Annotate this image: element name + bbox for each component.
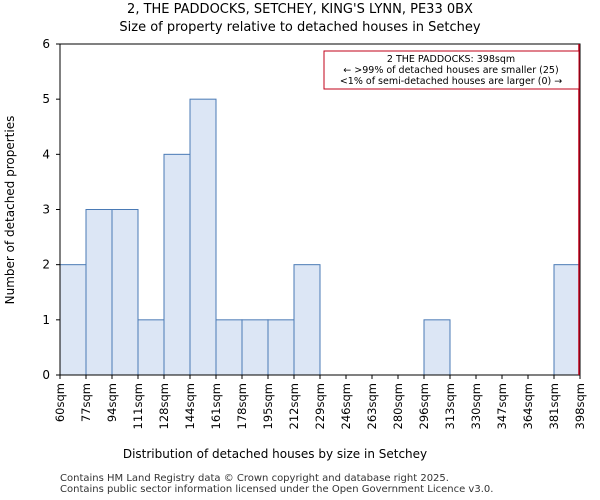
plot-frame (59, 43, 581, 376)
bar-381sqm (553, 264, 581, 376)
footer-copyright: Contains HM Land Registry data © Crown c… (60, 473, 449, 484)
bar-94sqm (111, 209, 139, 376)
x-tick-label: 347sqm (495, 383, 509, 429)
x-tick-label: 229sqm (313, 383, 327, 429)
x-tick-label: 94sqm (105, 383, 119, 422)
x-tick-label: 330sqm (469, 383, 483, 429)
x-tick-label: 128sqm (157, 383, 171, 429)
x-tick-label: 212sqm (287, 383, 301, 429)
bars-group (59, 98, 581, 376)
y-axis-label: Number of detached properties (3, 116, 17, 305)
x-tick-label: 60sqm (53, 383, 67, 422)
annotation-line-1: 2 THE PADDOCKS: 398sqm (387, 54, 515, 65)
annotation-box: 2 THE PADDOCKS: 398sqm ← >99% of detache… (323, 50, 580, 90)
bar-77sqm (85, 209, 113, 376)
x-tick-label: 111sqm (131, 383, 145, 429)
x-tick-label: 263sqm (365, 383, 379, 429)
chart-subtitle: Size of property relative to detached ho… (119, 20, 481, 35)
annotation-frame (323, 50, 580, 90)
annotation-line-2: ← >99% of detached houses are smaller (2… (343, 65, 558, 76)
x-tick-label: 364sqm (521, 383, 535, 429)
x-tick-label: 280sqm (391, 383, 405, 429)
y-tick-label: 0 (42, 368, 50, 382)
x-tick-label: 161sqm (209, 383, 223, 429)
y-tick-label: 2 (42, 258, 50, 272)
x-axis-label: Distribution of detached houses by size … (123, 447, 427, 461)
bar-161sqm (215, 319, 243, 376)
chart-title: 2, THE PADDOCKS, SETCHEY, KING'S LYNN, P… (127, 2, 473, 17)
bar-144sqm (189, 98, 217, 376)
y-tick-label: 1 (42, 313, 50, 327)
y-tick-label: 6 (42, 37, 50, 51)
x-axis-ticks: 60sqm 77sqm 94sqm 111sqm 128sqm 144sqm 161sqm 1… (53, 375, 587, 429)
x-tick-label: 296sqm (417, 383, 431, 429)
y-tick-label: 4 (42, 147, 50, 161)
x-tick-label: 178sqm (235, 383, 249, 429)
bar-60sqm (59, 264, 87, 376)
x-tick-label: 313sqm (443, 383, 457, 429)
bar-111sqm (137, 319, 165, 376)
x-tick-label: 246sqm (339, 383, 353, 429)
x-tick-label: 77sqm (79, 383, 93, 422)
x-tick-label: 195sqm (261, 383, 275, 429)
annotation-line-3: <1% of semi-detached houses are larger (… (340, 76, 562, 87)
y-axis-ticks: 0 1 2 3 4 5 6 (42, 37, 60, 382)
x-tick-label: 144sqm (183, 383, 197, 429)
bar-296sqm (423, 319, 451, 376)
x-tick-label: 398sqm (573, 383, 587, 429)
y-tick-label: 5 (42, 92, 50, 106)
x-tick-label: 381sqm (547, 383, 561, 429)
footer-licence: Contains public sector information licen… (60, 484, 494, 495)
y-tick-label: 3 (42, 203, 50, 217)
bar-128sqm (163, 153, 191, 376)
bar-212sqm (293, 264, 321, 376)
bar-178sqm (241, 319, 269, 376)
bar-195sqm (267, 319, 295, 376)
